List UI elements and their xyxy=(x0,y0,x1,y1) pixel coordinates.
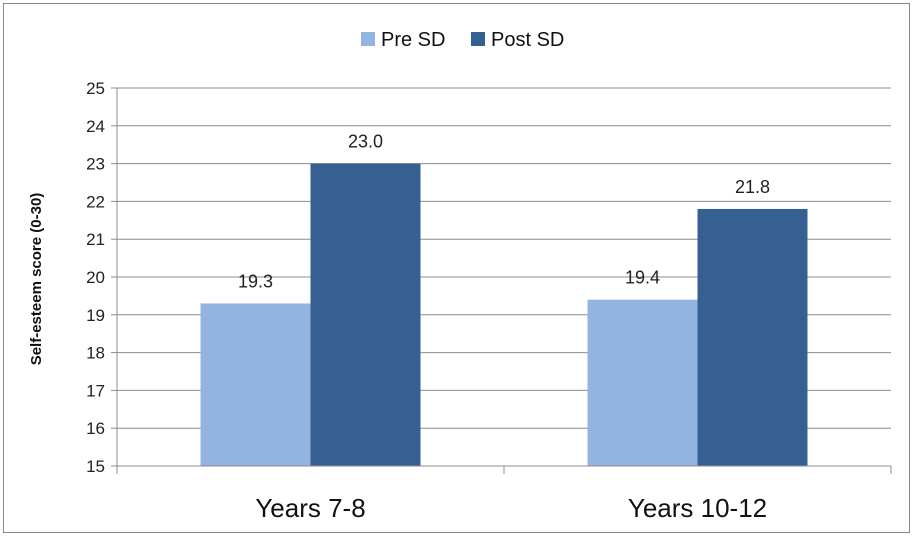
legend-swatch xyxy=(361,32,375,46)
bar-pre-sd-years-7-8 xyxy=(200,303,311,466)
x-tick-label: Years 10-12 xyxy=(628,493,767,523)
bar-pre-sd-years-10-12 xyxy=(587,299,698,466)
data-label: 19.3 xyxy=(238,271,273,291)
y-tick-label: 18 xyxy=(86,344,105,363)
bar-chart: Pre SD Post SD 15 16 17 18 19 20 21 22 23 24 25 19.… xyxy=(28,29,892,523)
bar-post-sd-years-10-12 xyxy=(697,208,808,466)
x-tick-labels: Years 7-8 Years 10-12 xyxy=(255,493,767,523)
y-tick-labels: 15 16 17 18 19 20 21 22 23 24 25 xyxy=(86,79,105,476)
legend-label: Pre SD xyxy=(381,29,445,51)
y-tick-label: 17 xyxy=(86,381,105,400)
x-tick-label: Years 7-8 xyxy=(255,493,365,523)
y-tick-label: 23 xyxy=(86,155,105,174)
data-label: 21.8 xyxy=(735,177,770,197)
y-tick-label: 19 xyxy=(86,306,105,325)
data-label: 19.4 xyxy=(625,268,660,288)
y-tick-label: 15 xyxy=(86,457,105,476)
y-tick-label: 20 xyxy=(86,268,105,287)
y-tick-label: 21 xyxy=(86,230,105,249)
bars xyxy=(200,163,808,466)
legend: Pre SD Post SD xyxy=(361,29,564,51)
y-tick-label: 25 xyxy=(86,79,105,98)
data-label: 23.0 xyxy=(348,132,383,152)
y-tick-label: 16 xyxy=(86,419,105,438)
y-tick-label: 24 xyxy=(86,117,105,136)
legend-swatch xyxy=(471,32,485,46)
y-tick-label: 22 xyxy=(86,192,105,211)
axes xyxy=(116,88,892,474)
chart-frame: Pre SD Post SD 15 16 17 18 19 20 21 22 23 24 25 19.… xyxy=(3,3,910,533)
y-axis-label: Self-esteem score (0-30) xyxy=(28,193,45,366)
legend-label: Post SD xyxy=(491,29,564,51)
data-labels: 19.3 23.0 19.4 21.8 xyxy=(238,132,770,292)
bar-post-sd-years-7-8 xyxy=(310,163,421,466)
